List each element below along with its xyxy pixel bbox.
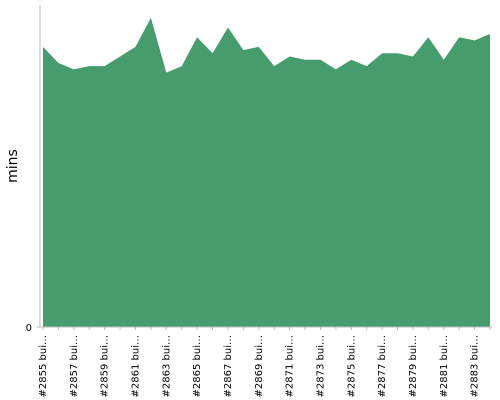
x-tick-label: #2857 bui… <box>69 335 80 397</box>
x-tick-label: #2875 bui… <box>346 335 357 397</box>
x-tick-label: #2883 bui… <box>470 335 481 397</box>
x-tick-label: #2881 bui… <box>439 335 450 397</box>
x-tick-label: #2855 bui… <box>38 335 49 397</box>
x-tick-label: #2861 bui… <box>130 335 141 397</box>
x-tick-label: #2863 bui… <box>161 335 172 397</box>
area <box>43 17 490 327</box>
x-tick-label: #2865 bui… <box>192 335 203 397</box>
x-tick-label: #2869 bui… <box>254 335 265 397</box>
x-tick-label: #2877 bui… <box>377 335 388 397</box>
x-tick-label: #2873 bui… <box>315 335 326 397</box>
x-tick-label: #2867 bui… <box>223 335 234 397</box>
x-tick-label: #2879 bui… <box>408 335 419 397</box>
y-axis-label: mins <box>5 149 21 183</box>
y-tick-label: 0 <box>26 323 32 334</box>
x-tick-label: #2871 bui… <box>285 335 296 397</box>
x-tick-label: #2859 bui… <box>100 335 111 397</box>
